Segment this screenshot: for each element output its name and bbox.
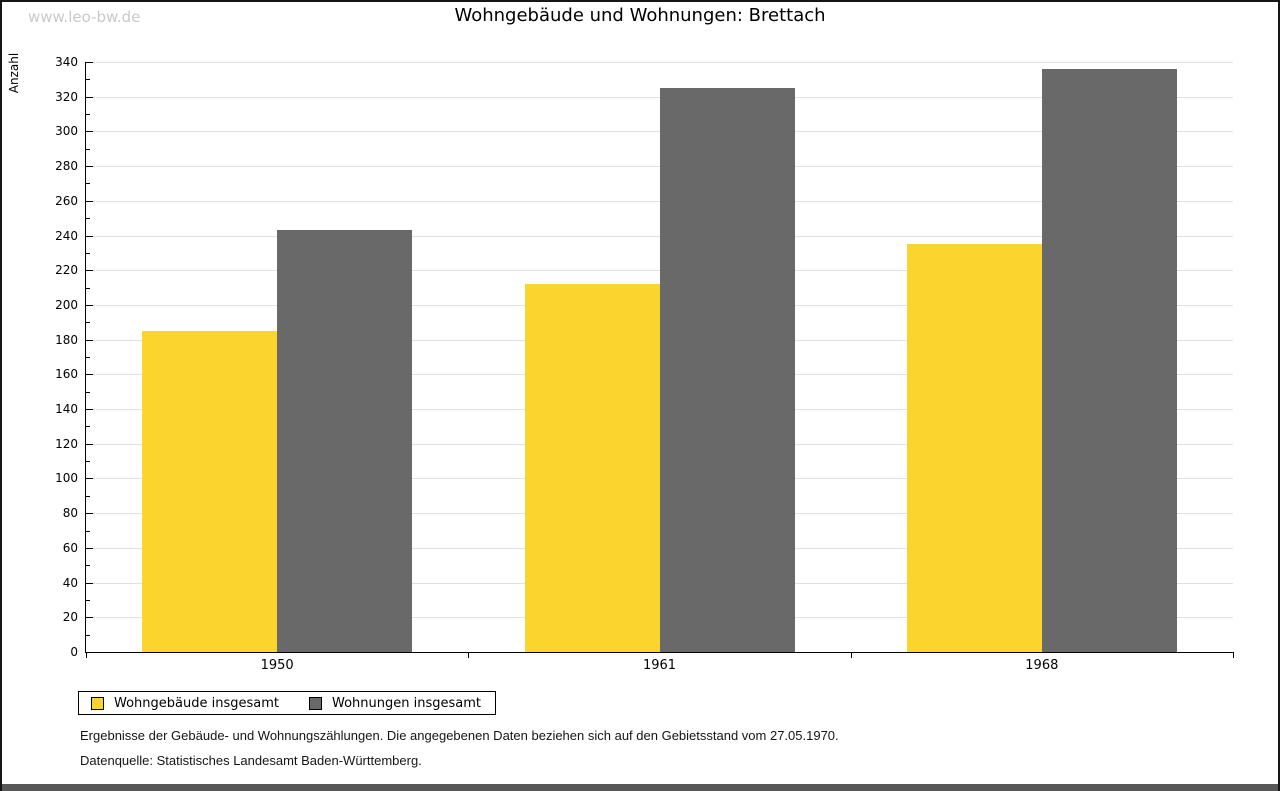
window-bottom-border bbox=[2, 784, 1278, 791]
y-major-tick-180 bbox=[86, 339, 93, 341]
y-minor-tick-310 bbox=[86, 114, 90, 116]
y-tick-label-40: 40 bbox=[62, 575, 78, 590]
x-boundary-tick-2 bbox=[850, 652, 852, 658]
footer-note: Ergebnisse der Gebäude- und Wohnungszähl… bbox=[80, 728, 839, 743]
y-tick-label-300: 300 bbox=[55, 124, 78, 139]
y-tick-label-20: 20 bbox=[62, 610, 78, 625]
y-major-tick-20 bbox=[86, 617, 93, 619]
legend-label-2: Wohnungen insgesamt bbox=[332, 695, 481, 711]
footer-source: Datenquelle: Statistisches Landesamt Bad… bbox=[80, 753, 422, 768]
y-tick-label-100: 100 bbox=[55, 471, 78, 486]
gridline-y-340 bbox=[86, 62, 1233, 63]
y-tick-label-280: 280 bbox=[55, 159, 78, 174]
y-major-tick-160 bbox=[86, 374, 93, 376]
y-major-tick-200 bbox=[86, 304, 93, 306]
legend-item-1: Wohngebäude insgesamt bbox=[91, 696, 279, 711]
y-major-tick-320 bbox=[86, 96, 93, 98]
y-minor-tick-110 bbox=[86, 461, 90, 463]
y-major-tick-60 bbox=[86, 547, 93, 549]
y-major-tick-240 bbox=[86, 235, 93, 237]
y-minor-tick-290 bbox=[86, 148, 90, 150]
chart-title: Wohngebäude und Wohnungen: Brettach bbox=[454, 5, 826, 26]
bar-wohnungen-1950 bbox=[277, 230, 413, 652]
bar-wohngebäude-1950 bbox=[142, 330, 278, 652]
y-tick-label-200: 200 bbox=[55, 297, 78, 312]
y-tick-label-180: 180 bbox=[55, 332, 78, 347]
legend-swatch-1 bbox=[91, 696, 104, 710]
bar-wohnungen-1961 bbox=[659, 88, 795, 652]
y-tick-label-320: 320 bbox=[55, 89, 78, 104]
y-minor-tick-150 bbox=[86, 391, 90, 393]
x-tick-label-1968: 1968 bbox=[1025, 658, 1059, 673]
y-minor-tick-210 bbox=[86, 287, 90, 289]
y-major-tick-80 bbox=[86, 513, 93, 515]
y-tick-label-340: 340 bbox=[55, 55, 78, 69]
y-major-tick-40 bbox=[86, 582, 93, 584]
bar-wohngebäude-1961 bbox=[524, 284, 660, 652]
y-tick-label-220: 220 bbox=[55, 263, 78, 278]
y-minor-tick-90 bbox=[86, 495, 90, 497]
y-tick-label-140: 140 bbox=[55, 402, 78, 417]
y-minor-tick-130 bbox=[86, 426, 90, 428]
y-major-tick-280 bbox=[86, 166, 93, 168]
y-major-tick-260 bbox=[86, 200, 93, 202]
legend-swatch-2 bbox=[309, 696, 322, 710]
y-minor-tick-30 bbox=[86, 599, 90, 601]
y-major-tick-120 bbox=[86, 443, 93, 445]
bar-wohngebäude-1968 bbox=[906, 244, 1042, 652]
legend-label-1: Wohngebäude insgesamt bbox=[114, 695, 279, 711]
y-minor-tick-230 bbox=[86, 252, 90, 254]
y-major-tick-340 bbox=[86, 62, 93, 63]
legend: Wohngebäude insgesamt Wohnungen insgesamt bbox=[78, 691, 496, 715]
y-minor-tick-10 bbox=[86, 634, 90, 636]
y-minor-tick-50 bbox=[86, 565, 90, 567]
y-minor-tick-270 bbox=[86, 183, 90, 185]
y-minor-tick-170 bbox=[86, 357, 90, 358]
y-major-tick-300 bbox=[86, 131, 93, 133]
y-tick-label-160: 160 bbox=[55, 367, 78, 382]
y-tick-label-260: 260 bbox=[55, 193, 78, 208]
y-minor-tick-70 bbox=[86, 530, 90, 532]
y-tick-label-0: 0 bbox=[70, 645, 78, 659]
y-tick-label-120: 120 bbox=[55, 436, 78, 451]
y-major-tick-100 bbox=[86, 478, 93, 480]
y-minor-tick-250 bbox=[86, 218, 90, 220]
x-boundary-tick-0 bbox=[86, 652, 87, 658]
x-tick-label-1961: 1961 bbox=[642, 658, 677, 673]
y-minor-tick-330 bbox=[86, 79, 90, 81]
watermark: www.leo-bw.de bbox=[28, 8, 141, 26]
y-tick-label-60: 60 bbox=[62, 540, 78, 555]
plot-area: 0 20 40 60 80 100 120 140 160 180 200 220 240 260 280 3… bbox=[55, 55, 1234, 673]
y-minor-tick-190 bbox=[86, 322, 90, 324]
y-axis-label: Anzahl bbox=[7, 52, 21, 94]
y-tick-label-240: 240 bbox=[55, 228, 78, 243]
bar-wohnungen-1968 bbox=[1041, 68, 1177, 652]
x-boundary-tick-1 bbox=[468, 652, 470, 658]
legend-item-2: Wohnungen insgesamt bbox=[309, 696, 481, 711]
y-tick-label-80: 80 bbox=[62, 506, 78, 521]
y-major-tick-0 bbox=[86, 652, 93, 653]
x-boundary-tick-3 bbox=[1233, 652, 1234, 658]
y-major-tick-140 bbox=[86, 409, 93, 411]
x-tick-label-1950: 1950 bbox=[260, 658, 294, 673]
y-major-tick-220 bbox=[86, 270, 93, 272]
